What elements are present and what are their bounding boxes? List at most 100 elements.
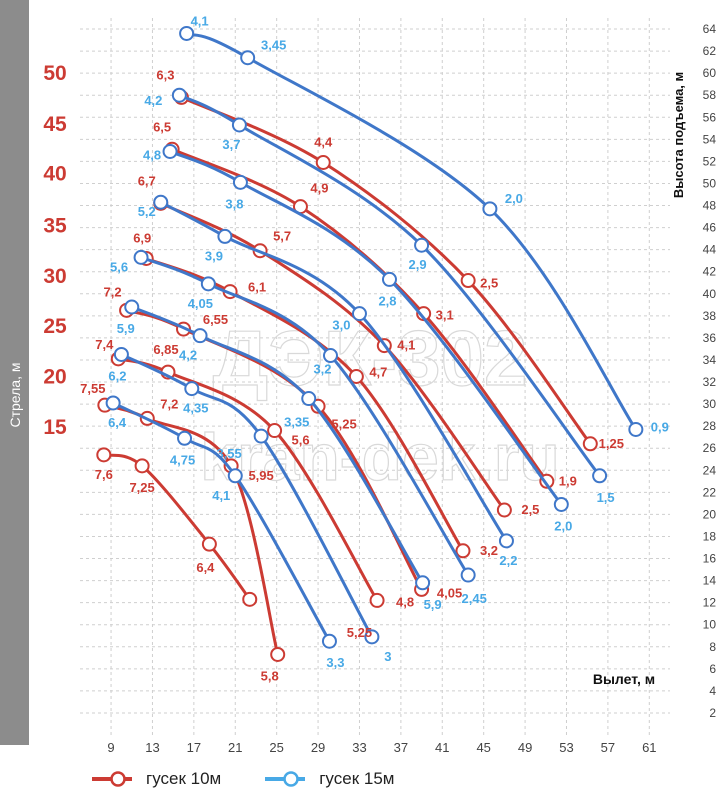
x-tick-label-11: 53 bbox=[559, 740, 573, 755]
boom-length-bar bbox=[0, 0, 29, 745]
series-5-point-3 bbox=[553, 496, 569, 512]
y-tick-label-26: 54 bbox=[703, 132, 717, 146]
series-7: 5,2 3,9 3,0 2,2 bbox=[138, 194, 517, 568]
y-tick-label-2: 6 bbox=[709, 662, 716, 676]
series-5-label-0: 4,8 bbox=[143, 147, 161, 162]
series-15-point-3 bbox=[321, 633, 337, 649]
y-tick-label-12: 26 bbox=[703, 441, 717, 455]
series-line-4 bbox=[159, 201, 506, 512]
series-10-label-0: 7,4 bbox=[95, 337, 114, 352]
series-4-label-0: 6,7 bbox=[138, 173, 156, 188]
boom-length-label-6: 20 bbox=[43, 366, 66, 389]
series-line-11 bbox=[130, 305, 425, 585]
legend-swatch-jib10 bbox=[92, 771, 132, 787]
y-tick-label-1: 4 bbox=[709, 684, 716, 698]
series-11-point-1 bbox=[192, 328, 208, 344]
x-tick-label-6: 33 bbox=[352, 740, 366, 755]
y-tick-label-13: 28 bbox=[703, 419, 717, 433]
boom-length-label-5: 25 bbox=[43, 315, 67, 338]
series-13-point-3 bbox=[364, 629, 380, 645]
legend-label-jib15: гусек 15м bbox=[319, 769, 395, 788]
x-tick-label-5: 29 bbox=[311, 740, 325, 755]
series-0-point-3 bbox=[582, 436, 598, 452]
series-11-label-3: 5,9 bbox=[424, 597, 442, 612]
y-tick-label-6: 14 bbox=[703, 574, 717, 588]
y-tick-label-25: 52 bbox=[703, 154, 717, 168]
y-tick-label-22: 46 bbox=[703, 221, 717, 235]
y-tick-label-10: 22 bbox=[703, 485, 717, 499]
x-tick-label-0: 9 bbox=[107, 740, 114, 755]
series-4-label-2: 4,1 bbox=[397, 338, 415, 353]
series-3-label-2: 2,9 bbox=[409, 257, 427, 272]
series-2-label-1: 4,9 bbox=[310, 181, 328, 196]
y-tick-label-31: 64 bbox=[703, 22, 717, 36]
x-tick-label-12: 57 bbox=[601, 740, 615, 755]
series-11-label-1: 4,2 bbox=[179, 348, 197, 363]
series-14-point-3 bbox=[242, 591, 258, 607]
series-5-label-1: 3,8 bbox=[225, 196, 243, 211]
boom-length-label-1: 45 bbox=[43, 113, 67, 136]
series-8-label-1: 6,55 bbox=[203, 312, 228, 327]
series-3-point-1 bbox=[231, 117, 247, 133]
series-10: 7,4 6,85 5,6 4,8 bbox=[95, 337, 414, 610]
series-3-label-1: 3,7 bbox=[222, 137, 240, 152]
legend-item-jib15: гусек 15м bbox=[263, 769, 394, 789]
series-15-label-2: 4,1 bbox=[212, 488, 230, 503]
series-line-1 bbox=[185, 31, 638, 431]
series-9-point-1 bbox=[200, 276, 216, 292]
series-6-label-1: 6,1 bbox=[248, 280, 266, 295]
series-5-point-2 bbox=[381, 271, 397, 287]
series-15-label-1: 4,75 bbox=[170, 452, 195, 467]
series-14-point-1 bbox=[134, 458, 150, 474]
series-7-label-1: 3,9 bbox=[205, 248, 223, 263]
series-line-5 bbox=[168, 149, 563, 506]
boom-length-label-4: 30 bbox=[43, 265, 66, 288]
boom-length-label-0: 50 bbox=[43, 62, 66, 85]
series-0-label-0: 6,3 bbox=[156, 67, 174, 82]
series-9-label-3: 2,45 bbox=[462, 591, 487, 606]
series-13-point-2 bbox=[253, 428, 269, 444]
series-13-label-3: 3 bbox=[384, 649, 391, 664]
series-14-point-2 bbox=[201, 536, 217, 552]
series-1-point-3 bbox=[628, 421, 644, 437]
series-14-label-1: 7,25 bbox=[129, 480, 154, 495]
y-tick-label-4: 10 bbox=[703, 618, 717, 632]
y-tick-label-29: 60 bbox=[703, 66, 717, 80]
series-10-label-3: 4,8 bbox=[396, 594, 414, 609]
y-tick-label-20: 42 bbox=[703, 265, 717, 279]
y-tick-label-5: 12 bbox=[703, 596, 717, 610]
x-tick-label-3: 21 bbox=[228, 740, 242, 755]
series-7-label-2: 3,0 bbox=[332, 318, 350, 333]
series-0-point-1 bbox=[315, 155, 331, 171]
series-6-point-2 bbox=[348, 369, 364, 384]
series-12-label-1: 7,2 bbox=[160, 396, 178, 411]
series-line-14 bbox=[102, 453, 252, 601]
series-13: 6,2 4,35 3,55 3 bbox=[108, 346, 392, 664]
series-9: 5,6 4,05 3,2 2,45 bbox=[110, 249, 487, 606]
series-9-point-3 bbox=[460, 567, 476, 583]
series-13-label-1: 4,35 bbox=[183, 401, 208, 416]
series-line-13 bbox=[119, 352, 374, 639]
series-2-label-0: 6,5 bbox=[153, 119, 171, 134]
series-3-label-0: 4,2 bbox=[144, 93, 162, 108]
series-3-point-3 bbox=[592, 468, 608, 484]
series-11-label-0: 5,9 bbox=[117, 321, 135, 336]
series-14: 7,6 7,25 6,4 bbox=[95, 447, 258, 607]
series-11-label-2: 3,35 bbox=[284, 415, 309, 430]
y-tick-label-19: 40 bbox=[703, 287, 717, 301]
series-10-point-3 bbox=[369, 592, 385, 608]
y-tick-label-7: 16 bbox=[703, 552, 717, 566]
series-0-label-3: 1,25 bbox=[599, 436, 624, 451]
series-11: 5,9 4,2 3,35 5,9 bbox=[117, 299, 442, 612]
series-2-label-3: 1,9 bbox=[559, 473, 577, 488]
watermark-line-2: kran-dek.ru bbox=[200, 420, 559, 494]
series-5: 4,8 3,8 2,8 2,0 bbox=[143, 143, 572, 533]
series-1-label-3: 0,9 bbox=[651, 419, 669, 434]
series-13-label-2: 3,55 bbox=[216, 446, 241, 461]
x-tick-label-4: 25 bbox=[269, 740, 283, 755]
x-axis-title: Вылет, м bbox=[593, 671, 655, 687]
series-15-point-2 bbox=[227, 468, 243, 484]
series-10-point-2 bbox=[267, 423, 283, 439]
series-5-point-0 bbox=[162, 143, 178, 159]
series-line-10 bbox=[116, 357, 379, 602]
